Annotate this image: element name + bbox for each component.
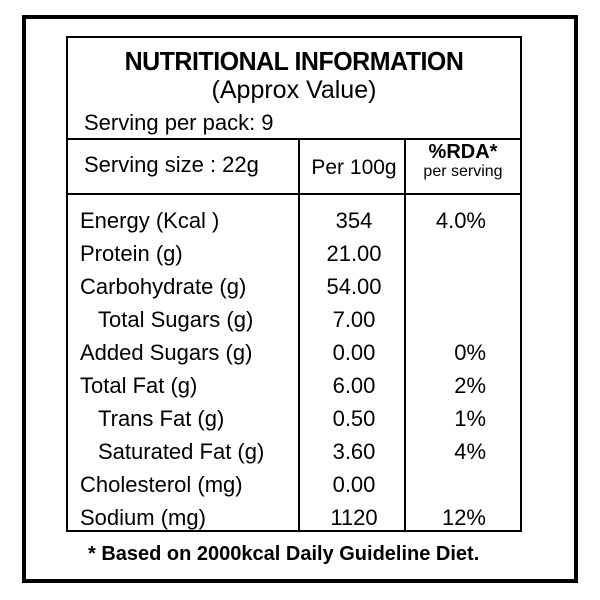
nutrient-per100: 1120 [330, 505, 378, 530]
table-header: NUTRITIONAL INFORMATION (Approx Value) S… [68, 38, 520, 193]
table-title: NUTRITIONAL INFORMATION [124, 46, 464, 76]
nutrient-name: Protein (g) [80, 241, 183, 266]
table-row: Saturated Fat (g) 3.60 4% [68, 439, 520, 471]
column-header-per100g: Per 100g [311, 156, 397, 179]
column-divider-1 [298, 138, 300, 530]
serving-size: Serving size : 22g [84, 152, 259, 177]
column-header-divider [68, 193, 520, 195]
nutrient-per100: 54.00 [326, 274, 382, 299]
nutrient-name: Total Fat (g) [80, 373, 198, 398]
footnote: * Based on 2000kcal Daily Guideline Diet… [88, 543, 480, 565]
nutrient-per100: 354 [335, 208, 373, 233]
nutrition-table: NUTRITIONAL INFORMATION (Approx Value) S… [66, 36, 522, 532]
rda-sub-label: per serving [423, 163, 503, 180]
nutrient-per100: 6.00 [332, 373, 376, 398]
header-divider [68, 138, 520, 140]
table-subtitle: (Approx Value) [211, 76, 377, 104]
serving-per-pack: Serving per pack: 9 [84, 110, 274, 135]
nutrient-rda: 4% [454, 439, 486, 464]
nutrient-per100: 0.50 [332, 406, 376, 431]
table-row: Added Sugars (g) 0.00 0% [68, 340, 520, 372]
nutrient-name: Total Sugars (g) [98, 307, 254, 332]
nutrient-name: Trans Fat (g) [98, 406, 225, 431]
table-row: Cholesterol (mg) 0.00 [68, 472, 520, 504]
nutrient-name: Added Sugars (g) [80, 340, 253, 365]
label-outer-frame [22, 15, 578, 583]
table-row: Total Fat (g) 6.00 2% [68, 373, 520, 405]
rda-label: %RDA* [428, 141, 498, 163]
nutrient-name: Sodium (mg) [80, 505, 206, 530]
nutrient-per100: 21.00 [326, 241, 382, 266]
table-row: Energy (Kcal ) 354 4.0% [68, 208, 520, 240]
table-row: Carbohydrate (g) 54.00 [68, 274, 520, 306]
column-divider-2 [404, 138, 406, 530]
table-row: Protein (g) 21.00 [68, 241, 520, 273]
nutrient-per100: 3.60 [332, 439, 376, 464]
nutrient-per100: 0.00 [332, 340, 376, 365]
nutrient-rda: 4.0% [435, 208, 486, 233]
nutrient-rda: 2% [454, 373, 486, 398]
table-row: Total Sugars (g) 7.00 [68, 307, 520, 339]
nutrient-rda: 12% [441, 505, 486, 530]
nutrient-name: Energy (Kcal ) [80, 208, 220, 233]
nutrient-rda: 0% [454, 340, 486, 365]
nutrient-name: Cholesterol (mg) [80, 472, 243, 497]
column-header-rda: %RDA* per serving [406, 142, 520, 180]
nutrient-rda: 1% [454, 406, 486, 431]
nutrient-per100: 7.00 [332, 307, 376, 332]
nutrient-name: Carbohydrate (g) [80, 274, 247, 299]
table-row: Sodium (mg) 1120 12% [68, 505, 520, 537]
nutrient-name: Saturated Fat (g) [98, 439, 265, 464]
table-row: Trans Fat (g) 0.50 1% [68, 406, 520, 438]
nutrient-per100: 0.00 [332, 472, 376, 497]
